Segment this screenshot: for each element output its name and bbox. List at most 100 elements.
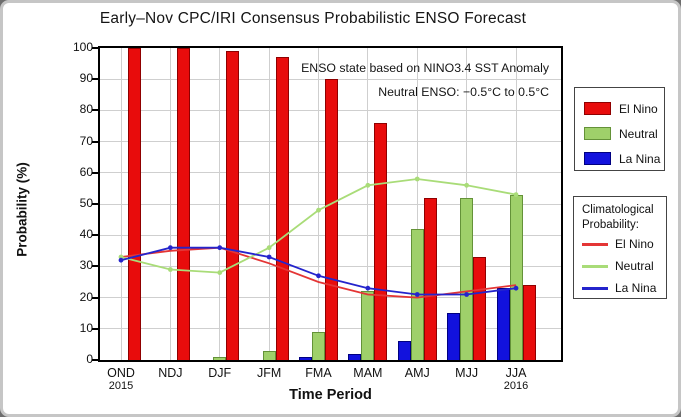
v-gridline bbox=[367, 48, 369, 360]
climo-marker bbox=[118, 257, 124, 263]
legend-label-la-nina: La Nina bbox=[619, 151, 661, 166]
y-axis-title: Probability (%) bbox=[14, 162, 30, 257]
climo-marker bbox=[167, 267, 173, 272]
v-gridline bbox=[219, 48, 221, 360]
bar-la-nina-jja bbox=[496, 288, 510, 360]
y-tick-mark bbox=[92, 359, 98, 361]
legend-label-el-nino: El Nino bbox=[619, 101, 658, 116]
x-tick-label-ond: OND bbox=[107, 366, 135, 380]
bar-la-nina-mam bbox=[348, 354, 362, 360]
climo-marker bbox=[513, 285, 519, 291]
x-tick-label-amj: AMJ bbox=[404, 366, 430, 380]
y-tick-mark bbox=[92, 327, 98, 330]
la-nina-swatch bbox=[584, 152, 611, 165]
climo-marker bbox=[167, 245, 173, 251]
climo-marker bbox=[316, 207, 321, 213]
bar-el-nino-fma bbox=[325, 79, 338, 360]
plot-area: ENSO state based on NINO3.4 SST Anomaly … bbox=[98, 46, 563, 362]
y-tick-label: 0 bbox=[86, 352, 93, 366]
climo-legend-title-line2: Probability: bbox=[582, 219, 639, 231]
x-tick-label-jja: JJA bbox=[505, 366, 527, 380]
bar-la-nina-amj bbox=[397, 341, 411, 360]
legend-forecast: El Nino Neutral La Nina bbox=[574, 87, 665, 171]
y-tick-mark bbox=[92, 234, 98, 237]
bar-el-nino-jfm bbox=[275, 57, 289, 360]
bar-el-nino-mam bbox=[374, 123, 388, 360]
y-tick-mark bbox=[92, 47, 98, 49]
climo-marker bbox=[217, 270, 223, 275]
annotation-enso-state: ENSO state based on NINO3.4 SST Anomaly bbox=[301, 61, 549, 75]
annotation-neutral-definition: Neutral ENSO: −0.5°C to 0.5°C bbox=[378, 85, 549, 99]
v-gridline bbox=[416, 48, 418, 360]
climo-line-neutral bbox=[120, 178, 517, 274]
legend-item-la-nina: La Nina bbox=[575, 146, 664, 171]
y-tick-mark bbox=[92, 203, 98, 205]
y-tick-label: 40 bbox=[79, 227, 93, 242]
bar-la-nina-mjj bbox=[447, 313, 461, 360]
x-tick-year: 2015 bbox=[108, 380, 134, 392]
x-tick-label-jfm: JFM bbox=[256, 366, 282, 380]
y-tick-mark bbox=[92, 78, 98, 81]
bar-neutral-jfm bbox=[262, 351, 276, 360]
bar-neutral-fma bbox=[312, 332, 325, 360]
climo-marker bbox=[414, 292, 420, 297]
bar-el-nino-amj bbox=[423, 198, 437, 360]
y-tick-mark bbox=[92, 109, 98, 112]
y-tick-label: 30 bbox=[79, 258, 93, 273]
climo-line-la-nina bbox=[120, 246, 517, 296]
climo-marker bbox=[464, 182, 470, 188]
bar-neutral-djf bbox=[213, 357, 227, 360]
climo-marker bbox=[414, 176, 420, 182]
y-tick-label: 60 bbox=[79, 164, 93, 179]
y-tick-label: 20 bbox=[79, 289, 93, 304]
x-tick-label-mam: MAM bbox=[353, 366, 383, 380]
x-tick-label-fma: FMA bbox=[305, 366, 332, 380]
y-tick-label: 10 bbox=[79, 320, 93, 335]
bar-el-nino-ndj bbox=[176, 48, 190, 360]
el-nino-line-swatch bbox=[582, 242, 608, 246]
line-layer bbox=[118, 176, 519, 299]
v-gridline bbox=[169, 48, 171, 360]
climo-line-el-nino bbox=[120, 246, 517, 299]
chart-title: Early–Nov CPC/IRI Consensus Probabilisti… bbox=[99, 10, 527, 27]
climo-label-el-nino: El Nino bbox=[615, 237, 654, 251]
y-tick-mark bbox=[92, 296, 98, 299]
y-tick-mark bbox=[92, 265, 98, 268]
x-tick-label-ndj: NDJ bbox=[158, 366, 183, 380]
climo-label-neutral: Neutral bbox=[615, 259, 654, 273]
bar-el-nino-djf bbox=[226, 51, 240, 360]
bar-el-nino-ond bbox=[127, 48, 141, 360]
bar-neutral-mjj bbox=[460, 198, 474, 360]
climo-marker bbox=[464, 292, 470, 297]
y-tick-label: 90 bbox=[79, 71, 93, 86]
bar-el-nino-mjj bbox=[473, 257, 487, 360]
y-tick-label: 100 bbox=[72, 40, 93, 54]
climo-item-el-nino: El Nino bbox=[582, 233, 666, 255]
climo-marker bbox=[365, 182, 371, 188]
x-tick-year: 2016 bbox=[503, 380, 529, 392]
x-axis-title: Time Period bbox=[289, 387, 372, 403]
climo-label-la-nina: La Nina bbox=[615, 281, 657, 295]
y-tick-label: 50 bbox=[79, 196, 93, 210]
climo-marker bbox=[316, 273, 321, 279]
la-nina-line-swatch bbox=[582, 286, 608, 290]
x-tick-label-mjj: MJJ bbox=[455, 366, 479, 380]
climo-marker bbox=[266, 245, 272, 251]
climo-legend-title-line1: Climatological bbox=[582, 204, 654, 216]
el-nino-swatch bbox=[584, 102, 611, 115]
legend-item-neutral: Neutral bbox=[575, 121, 664, 146]
climo-item-la-nina: La Nina bbox=[582, 277, 666, 299]
bar-neutral-mam bbox=[361, 291, 375, 360]
y-tick-mark bbox=[92, 171, 98, 174]
legend-climatological: Climatological Probability: El Nino Neut… bbox=[573, 196, 667, 299]
climo-marker bbox=[513, 192, 519, 198]
v-gridline bbox=[120, 48, 122, 360]
y-tick-label: 80 bbox=[79, 102, 93, 117]
neutral-swatch bbox=[584, 127, 611, 140]
climo-item-neutral: Neutral bbox=[582, 255, 666, 277]
legend-item-el-nino: El Nino bbox=[575, 96, 664, 121]
legend-label-neutral: Neutral bbox=[619, 126, 658, 141]
x-tick-label-djf: DJF bbox=[208, 366, 232, 380]
y-tick-mark bbox=[92, 140, 98, 143]
climo-marker bbox=[266, 254, 272, 260]
